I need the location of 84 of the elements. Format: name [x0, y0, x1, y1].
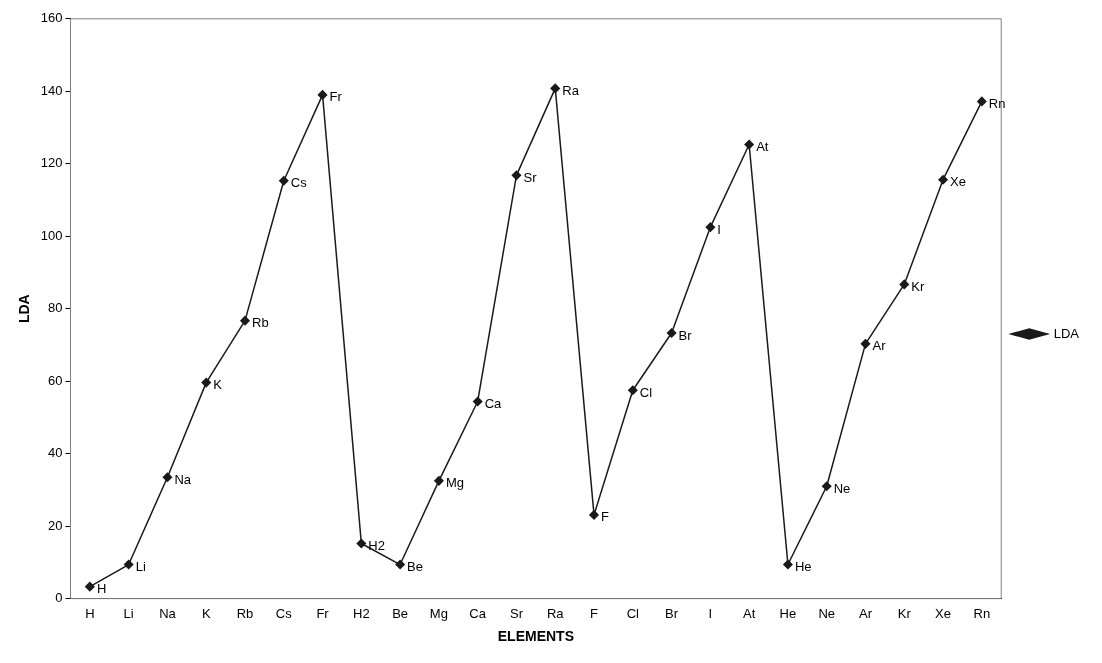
- annotation: Xe: [950, 174, 966, 190]
- x-axis-title: ELEMENTS: [497, 628, 574, 645]
- x-tick-label: He: [779, 605, 797, 621]
- x-tick-label: Li: [123, 605, 134, 621]
- point: [201, 377, 211, 388]
- y-tick-label: 140: [40, 82, 63, 98]
- annotation: Ne: [833, 480, 851, 496]
- x-tick-label: Ra: [546, 605, 565, 621]
- annotation: F: [601, 509, 610, 525]
- y-tick-label: 20: [48, 517, 63, 533]
- legend-label: LDA: [1053, 325, 1080, 341]
- annotation: Kr: [911, 279, 925, 294]
- annotation: Ca: [484, 396, 503, 412]
- annotation: Ra: [562, 82, 580, 98]
- point: [705, 222, 716, 232]
- x-tick-label: Na: [159, 605, 177, 621]
- point: [860, 339, 871, 349]
- annotation: At: [756, 139, 769, 155]
- point: [123, 559, 134, 570]
- x-tick-label: Br: [665, 605, 679, 621]
- y-tick-label: 60: [48, 372, 63, 388]
- point: [434, 476, 444, 486]
- annotation: I: [717, 221, 721, 237]
- annotation: Br: [678, 327, 693, 343]
- point: [472, 396, 483, 407]
- annotation: Mg: [445, 475, 464, 491]
- x-tick-label: Rb: [236, 605, 254, 621]
- point: [395, 559, 405, 570]
- annotation: Rn: [988, 96, 1006, 111]
- annotation: Ar: [872, 338, 887, 354]
- x-tick-label: Fr: [316, 605, 330, 621]
- point: [977, 96, 987, 107]
- annotation: Rb: [252, 315, 269, 331]
- x-tick-label: Kr: [897, 605, 912, 621]
- x-tick-label: Be: [392, 605, 409, 621]
- y-tick-label: 80: [48, 300, 63, 316]
- annotation: Be: [407, 559, 424, 575]
- point: [162, 472, 173, 482]
- x-tick-label: Ca: [469, 605, 487, 621]
- x-tick-label: I: [708, 605, 713, 621]
- x-tick-label: K: [201, 605, 211, 621]
- x-tick-label: F: [590, 605, 599, 621]
- point: [85, 581, 95, 592]
- point: [821, 481, 832, 492]
- y-tick-label: 120: [40, 155, 63, 171]
- point: [783, 559, 793, 570]
- annotation: H2: [368, 538, 385, 554]
- x-tick-label: Rn: [973, 605, 991, 621]
- y-tick-label: 160: [40, 10, 63, 26]
- x-tick-label: H: [85, 605, 95, 621]
- point: [589, 510, 599, 520]
- point: [511, 170, 522, 181]
- point: [666, 328, 677, 338]
- annotation: Cs: [290, 175, 308, 191]
- point: [744, 139, 754, 150]
- point: [550, 83, 560, 94]
- point: [240, 315, 250, 326]
- x-tick-label: Xe: [935, 605, 951, 621]
- y-tick-label: 40: [48, 445, 63, 461]
- point: [356, 538, 367, 549]
- x-tick-label: At: [742, 605, 756, 621]
- x-tick-label: Cs: [275, 605, 293, 621]
- point: [938, 174, 948, 185]
- x-tick-label: Ne: [818, 605, 836, 621]
- point: [317, 90, 328, 100]
- x-tick-label: H2: [353, 605, 370, 621]
- point: [899, 279, 910, 290]
- y-axis-title: LDA: [16, 294, 33, 324]
- annotation: Li: [135, 559, 146, 575]
- annotation: Fr: [329, 89, 343, 105]
- annotation: Cl: [639, 384, 653, 400]
- annotation: H: [96, 581, 107, 597]
- annotation: He: [794, 559, 812, 575]
- y-tick-label: 0: [55, 590, 63, 606]
- x-tick-label: Cl: [626, 605, 640, 621]
- x-tick-label: Mg: [429, 605, 448, 621]
- point: [628, 385, 638, 395]
- annotation: Sr: [523, 169, 538, 185]
- point: [279, 176, 289, 186]
- annotation: K: [213, 377, 223, 393]
- annotation: Na: [174, 471, 192, 487]
- y-tick-label: 100: [40, 227, 63, 243]
- x-tick-label: Sr: [509, 605, 524, 621]
- x-tick-label: Ar: [858, 605, 873, 621]
